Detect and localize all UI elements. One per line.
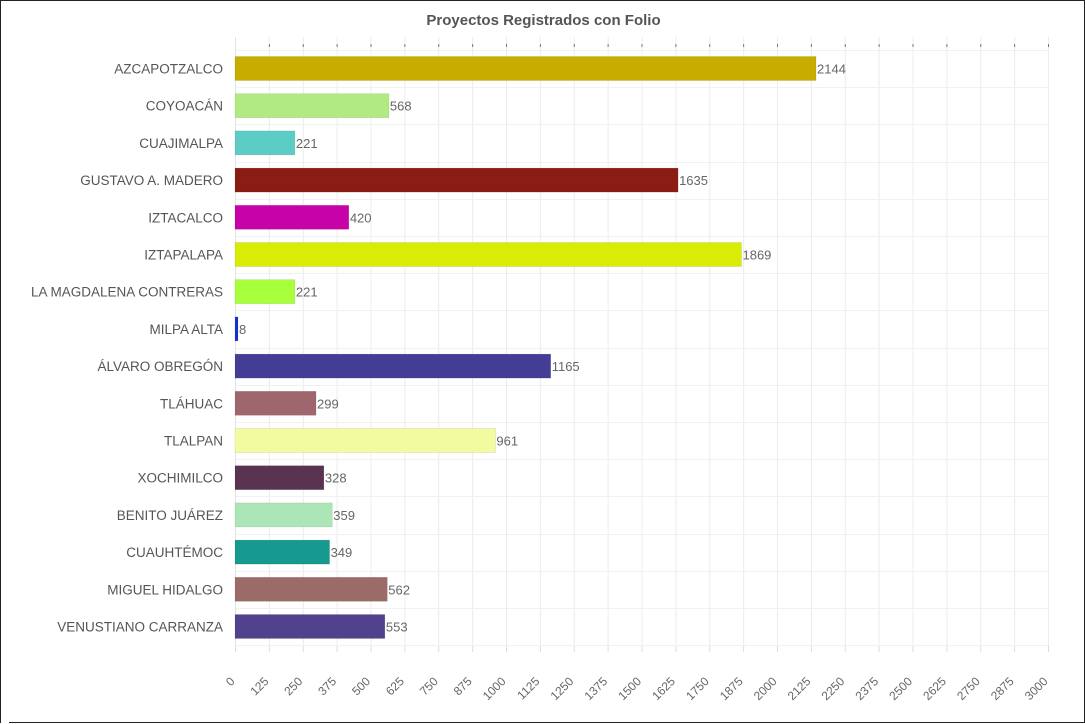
data-label: 299 bbox=[317, 396, 339, 411]
x-tick-label: 1000 bbox=[480, 674, 509, 703]
data-label: 221 bbox=[296, 136, 318, 151]
data-label: 2144 bbox=[817, 62, 846, 77]
x-tick-label: 500 bbox=[349, 674, 373, 698]
x-tick-label: 375 bbox=[315, 674, 339, 698]
x-tick-label: 1750 bbox=[683, 674, 712, 703]
category-label: GUSTAVO A. MADERO bbox=[80, 173, 223, 188]
x-tick-label: 2750 bbox=[954, 674, 983, 703]
bar bbox=[234, 502, 333, 528]
x-tick-label: 2875 bbox=[988, 674, 1017, 703]
bar bbox=[234, 316, 239, 342]
data-label: 328 bbox=[325, 471, 347, 486]
bar bbox=[234, 390, 317, 416]
x-tick-label: 2000 bbox=[751, 674, 780, 703]
category-label: IZTACALCO bbox=[148, 210, 223, 225]
data-label: 349 bbox=[331, 545, 353, 560]
x-tick-label: 875 bbox=[451, 674, 475, 698]
bar bbox=[234, 93, 390, 118]
x-tick-label: 2375 bbox=[852, 674, 881, 703]
x-tick-label: 1250 bbox=[548, 674, 577, 703]
x-tick-label: 250 bbox=[281, 674, 305, 698]
category-label: XOCHIMILCO bbox=[137, 471, 223, 486]
x-tick-label: 1625 bbox=[649, 674, 678, 703]
category-label: MIGUEL HIDALGO bbox=[107, 582, 223, 597]
bar bbox=[234, 130, 296, 156]
bar bbox=[234, 539, 330, 565]
data-label: 1165 bbox=[552, 359, 580, 374]
bar bbox=[234, 576, 388, 602]
x-tick-label: 2625 bbox=[920, 674, 949, 703]
category-label: MILPA ALTA bbox=[149, 322, 223, 337]
category-label: VENUSTIANO CARRANZA bbox=[57, 620, 223, 635]
category-label: BENITO JUÁREZ bbox=[117, 508, 223, 523]
bar bbox=[234, 167, 679, 193]
category-label: AZCAPOTZALCO bbox=[114, 62, 223, 77]
data-label: 1869 bbox=[742, 248, 771, 263]
data-label: 562 bbox=[388, 582, 410, 597]
x-tick-label: 1875 bbox=[717, 674, 746, 703]
data-label: 961 bbox=[496, 434, 518, 449]
category-label: TLALPAN bbox=[164, 434, 223, 449]
category-label: IZTAPALAPA bbox=[144, 248, 223, 263]
x-tick-label: 0 bbox=[223, 674, 238, 689]
bar bbox=[234, 279, 296, 305]
bar bbox=[234, 205, 350, 230]
category-label: ÁLVARO OBREGÓN bbox=[97, 359, 223, 374]
chart-title: Proyectos Registrados con Folio bbox=[426, 12, 661, 29]
data-label: 8 bbox=[239, 322, 246, 337]
category-label: CUAUHTÉMOC bbox=[126, 545, 223, 560]
x-tick-label: 625 bbox=[383, 674, 407, 698]
category-label: COYOACÁN bbox=[146, 99, 223, 114]
x-tick-label: 1375 bbox=[581, 674, 610, 703]
gridlines bbox=[235, 37, 1049, 652]
data-label: 568 bbox=[390, 99, 412, 114]
bar bbox=[234, 242, 742, 267]
data-label: 1635 bbox=[679, 173, 708, 188]
bar bbox=[234, 428, 496, 453]
bar bbox=[234, 614, 386, 639]
data-label: 221 bbox=[296, 285, 318, 300]
data-label: 553 bbox=[386, 620, 408, 635]
x-tick-label: 2500 bbox=[886, 674, 915, 703]
x-tick-label: 1125 bbox=[514, 674, 542, 702]
x-tick-label: 1500 bbox=[615, 674, 644, 703]
bar bbox=[234, 56, 817, 81]
x-tick-label: 3000 bbox=[1022, 674, 1051, 703]
bar bbox=[234, 353, 552, 379]
category-label: CUAJIMALPA bbox=[139, 136, 223, 151]
category-label: TLÁHUAC bbox=[160, 396, 223, 411]
x-tick-label: 2125 bbox=[785, 674, 814, 703]
data-label: 420 bbox=[350, 210, 372, 225]
category-label: LA MAGDALENA CONTRERAS bbox=[31, 285, 223, 300]
x-tick-label: 750 bbox=[417, 674, 441, 698]
bar bbox=[234, 465, 325, 491]
data-label: 359 bbox=[333, 508, 355, 523]
x-tick-label: 2250 bbox=[819, 674, 848, 703]
x-tick-label: 125 bbox=[247, 674, 271, 698]
